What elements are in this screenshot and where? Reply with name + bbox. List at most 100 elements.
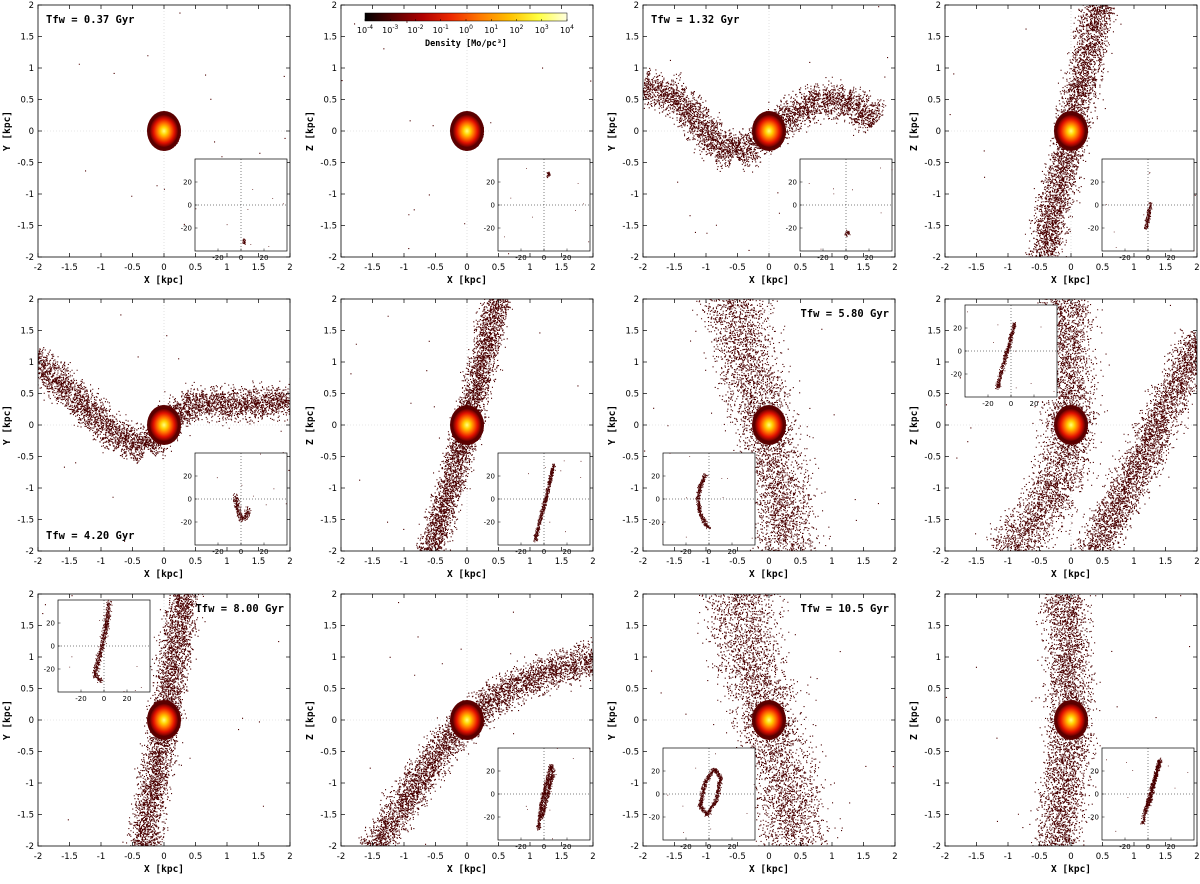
x-tick-label: 1 — [1131, 263, 1136, 273]
y-tick-label: 0 — [332, 421, 337, 431]
y-tick-label: 2 — [332, 1, 337, 11]
x-tick-label: -0.5 — [1031, 263, 1048, 273]
x-tick-label: -1.5 — [61, 557, 78, 567]
y-tick-label: -1 — [329, 484, 337, 494]
time-label: Tfw = 0.37 Gyr — [46, 14, 135, 26]
x-tick-label: -1.5 — [364, 263, 381, 273]
inset-y-tick-label: 0 — [1095, 791, 1099, 799]
inset-x-tick-label: 0 — [542, 843, 546, 851]
y-tick-label: 0.5 — [625, 96, 639, 106]
inset-x-tick-label: -20 — [1119, 254, 1130, 262]
y-tick-label: 2 — [634, 295, 639, 305]
y-tick-label: -2 — [26, 253, 34, 263]
x-tick-label: 1 — [527, 557, 532, 567]
time-label: Tfw = 10.5 Gyr — [800, 603, 889, 615]
x-tick-label: -1 — [97, 263, 105, 273]
x-tick-label: -1.5 — [666, 557, 683, 567]
x-tick-label: 0 — [161, 852, 166, 862]
y-tick-label: -0.5 — [622, 159, 639, 169]
y-axis-label: Y [kpc] — [2, 700, 13, 740]
inset-x-tick-label: 0 — [1146, 843, 1150, 851]
y-tick-label: -1.5 — [17, 811, 34, 821]
x-axis-label: X [kpc] — [749, 569, 789, 580]
core-center — [453, 409, 481, 441]
y-axis-label: Z [kpc] — [909, 405, 920, 445]
y-tick-label: 0 — [332, 127, 337, 137]
x-tick-label: 0.5 — [492, 557, 506, 567]
inset-x-tick-label: 20 — [1167, 254, 1176, 262]
x-tick-label: -0.5 — [124, 852, 141, 862]
y-tick-label: -2 — [329, 547, 337, 557]
y-tick-label: 0 — [634, 127, 639, 137]
inset-x-tick-label: 0 — [542, 254, 546, 262]
panel-4: -2-2-1.5-1.5-1-1-0.5-0.5000.50.5111.51.5… — [909, 0, 1200, 286]
x-tick-label: -1.5 — [666, 852, 683, 862]
y-tick-label: -1 — [329, 190, 337, 200]
y-tick-label: -1 — [631, 484, 639, 494]
x-tick-label: 0.5 — [1096, 557, 1110, 567]
y-tick-label: 0.5 — [927, 96, 941, 106]
x-axis-label: X [kpc] — [749, 275, 789, 286]
x-tick-label: 1.5 — [857, 263, 871, 273]
inset-x-tick-label: 20 — [865, 254, 874, 262]
inset-x-tick-label: 20 — [1030, 400, 1039, 408]
y-tick-label: -1.5 — [622, 222, 639, 232]
panel-7: -2-2-1.5-1.5-1-1-0.5-0.5000.50.5111.51.5… — [607, 287, 898, 580]
x-tick-label: -1 — [97, 852, 105, 862]
x-tick-label: -1 — [1004, 263, 1012, 273]
inset-y-tick-label: 0 — [51, 643, 55, 651]
inset-x-tick-label: 0 — [707, 548, 711, 556]
y-tick-label: 1.5 — [927, 327, 941, 337]
inset-x-tick-label: 0 — [239, 254, 243, 262]
inset-y-tick-label: -20 — [1088, 225, 1099, 233]
x-tick-label: -1 — [1004, 557, 1012, 567]
inset-x-tick-label: 20 — [123, 695, 132, 703]
x-tick-label: -1 — [702, 852, 710, 862]
x-tick-label: 1.5 — [1159, 263, 1173, 273]
inset-y-tick-label: 20 — [183, 179, 192, 187]
y-tick-label: 1 — [29, 358, 34, 368]
core-center — [1057, 704, 1085, 736]
inset-y-tick-label: 20 — [953, 325, 962, 333]
y-tick-label: -0.5 — [320, 159, 337, 169]
x-tick-label: 1.5 — [555, 557, 569, 567]
y-tick-label: 2 — [332, 590, 337, 600]
inset-y-tick-label: 20 — [183, 473, 192, 481]
x-tick-label: 0 — [161, 557, 166, 567]
time-label: Tfw = 8.00 Gyr — [195, 603, 284, 615]
x-tick-label: 0 — [161, 263, 166, 273]
y-tick-label: -1 — [26, 779, 34, 789]
inset-x-tick-label: -20 — [982, 400, 993, 408]
y-tick-label: -0.5 — [320, 453, 337, 463]
x-tick-label: 0.5 — [1096, 263, 1110, 273]
inset-y-tick-label: 0 — [656, 791, 660, 799]
y-tick-label: 0 — [29, 421, 34, 431]
y-tick-label: -2 — [933, 253, 941, 263]
x-tick-label: 0 — [464, 852, 469, 862]
inset-y-tick-label: 0 — [188, 202, 192, 210]
x-tick-label: 1.5 — [1159, 852, 1173, 862]
x-tick-label: -1 — [702, 263, 710, 273]
inset-y-tick-label: 0 — [188, 496, 192, 504]
y-axis-label: Y [kpc] — [2, 405, 13, 445]
x-tick-label: 0.5 — [189, 557, 203, 567]
y-tick-label: 2 — [634, 590, 639, 600]
inset-y-tick-label: 0 — [491, 202, 495, 210]
y-tick-label: 1 — [936, 653, 941, 663]
x-tick-label: 1.5 — [252, 263, 266, 273]
y-tick-label: 1.5 — [323, 622, 337, 632]
y-tick-label: -2 — [631, 842, 639, 852]
x-tick-label: -2 — [34, 263, 42, 273]
y-tick-label: 2 — [29, 590, 34, 600]
x-tick-label: 1.5 — [252, 852, 266, 862]
y-tick-label: 0 — [634, 421, 639, 431]
y-tick-label: -0.5 — [17, 748, 34, 758]
x-axis-label: X [kpc] — [1051, 275, 1091, 286]
inset-y-tick-label: 20 — [486, 473, 495, 481]
y-tick-label: -1.5 — [924, 222, 941, 232]
